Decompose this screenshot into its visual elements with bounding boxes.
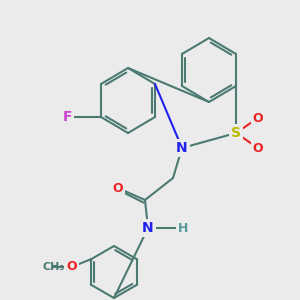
- Text: O: O: [66, 260, 77, 274]
- Text: H: H: [178, 221, 188, 235]
- Text: O: O: [253, 142, 263, 154]
- Text: CH₃: CH₃: [42, 262, 64, 272]
- Text: S: S: [231, 126, 241, 140]
- Text: N: N: [176, 141, 188, 155]
- Text: F: F: [62, 110, 72, 124]
- Text: O: O: [253, 112, 263, 124]
- Text: N: N: [142, 221, 154, 235]
- Text: O: O: [113, 182, 123, 194]
